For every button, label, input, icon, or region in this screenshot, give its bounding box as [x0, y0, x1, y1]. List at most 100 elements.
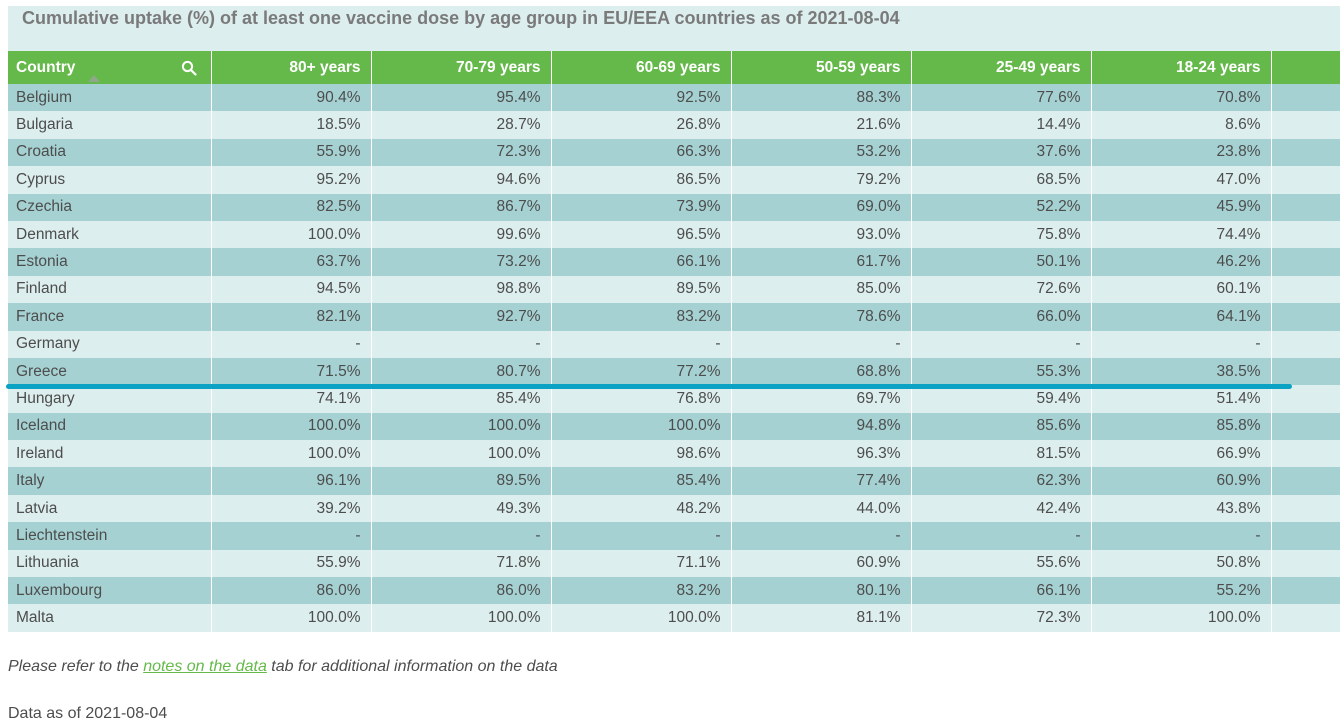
column-header-18-24[interactable]: 18-24 years	[1091, 51, 1272, 84]
cell-value: 50.8%	[1091, 549, 1272, 578]
table-row: Bulgaria 18.5% 28.7% 26.8% 21.6% 14.4% 8.6%	[8, 111, 1340, 139]
cell-value: 86.0%	[371, 577, 552, 605]
cell-country: Croatia	[8, 138, 212, 167]
cell-value: 66.3%	[551, 138, 732, 167]
cell-value: 80.7%	[371, 357, 552, 386]
cell-spacer	[1271, 220, 1340, 249]
cell-value: 100.0%	[1091, 604, 1272, 632]
cell-value: 100.0%	[371, 412, 552, 441]
cell-value: 89.5%	[371, 467, 552, 495]
cell-value: 21.6%	[731, 111, 912, 139]
table-row: Luxembourg 86.0% 86.0% 83.2% 80.1% 66.1% 55.2%	[8, 577, 1340, 605]
cell-value: 18.5%	[211, 111, 372, 139]
cell-spacer	[1271, 193, 1340, 221]
cell-country: Germany	[8, 330, 212, 358]
cell-value: 90.4%	[211, 84, 372, 112]
cell-spacer	[1271, 138, 1340, 167]
cell-value: 77.4%	[731, 467, 912, 495]
cell-value: 45.9%	[1091, 193, 1272, 221]
cell-value: -	[551, 330, 732, 358]
table-row: Czechia 82.5% 86.7% 73.9% 69.0% 52.2% 45.9%	[8, 193, 1340, 221]
cell-value: 39.2%	[211, 494, 372, 523]
cell-value: 95.4%	[371, 84, 552, 112]
cell-spacer	[1271, 357, 1340, 386]
column-header-70-79[interactable]: 70-79 years	[371, 51, 552, 84]
column-header-50-59[interactable]: 50-59 years	[731, 51, 912, 84]
sort-ascending-icon[interactable]	[88, 75, 100, 82]
cell-value: -	[911, 330, 1092, 358]
cell-value: 89.5%	[551, 275, 732, 304]
cell-value: 60.9%	[731, 549, 912, 578]
table-row: Italy 96.1% 89.5% 85.4% 77.4% 62.3% 60.9%	[8, 467, 1340, 495]
cell-value: 38.5%	[1091, 357, 1272, 386]
cell-value: 74.1%	[211, 385, 372, 413]
search-icon[interactable]	[181, 60, 197, 76]
cell-value: 83.2%	[551, 303, 732, 331]
cell-value: -	[911, 522, 1092, 550]
column-header-25-49[interactable]: 25-49 years	[911, 51, 1092, 84]
cell-value: 92.7%	[371, 303, 552, 331]
table-row: Liechtenstein - - - - - -	[8, 522, 1340, 550]
cell-value: 100.0%	[211, 220, 372, 249]
cell-value: 26.8%	[551, 111, 732, 139]
cell-value: -	[371, 522, 552, 550]
notes-suffix: tab for additional information on the da…	[266, 658, 558, 675]
cell-value: 60.1%	[1091, 275, 1272, 304]
cell-country: Bulgaria	[8, 111, 212, 139]
cell-value: 14.4%	[911, 111, 1092, 139]
table-row: Germany - - - - - -	[8, 330, 1340, 358]
table-row: Greece 71.5% 80.7% 77.2% 68.8% 55.3% 38.5%	[8, 357, 1340, 386]
cell-country: Italy	[8, 467, 212, 495]
cell-country: Finland	[8, 275, 212, 304]
cell-spacer	[1271, 577, 1340, 605]
table-row: Denmark 100.0% 99.6% 96.5% 93.0% 75.8% 74.4%	[8, 220, 1340, 249]
cell-value: 78.6%	[731, 303, 912, 331]
notes-on-data-link[interactable]: notes on the data	[143, 658, 267, 675]
cell-value: 47.0%	[1091, 166, 1272, 194]
cell-value: 94.8%	[731, 412, 912, 441]
cell-value: 23.8%	[1091, 138, 1272, 167]
cell-country: Iceland	[8, 412, 212, 441]
cell-value: -	[211, 522, 372, 550]
table-row: Lithuania 55.9% 71.8% 71.1% 60.9% 55.6% 50.8%	[8, 549, 1340, 578]
cell-value: 55.3%	[911, 357, 1092, 386]
cell-value: 100.0%	[371, 604, 552, 632]
cell-value: 100.0%	[551, 604, 732, 632]
cell-value: 52.2%	[911, 193, 1092, 221]
cell-value: 28.7%	[371, 111, 552, 139]
column-header-80-plus[interactable]: 80+ years	[211, 51, 372, 84]
cell-value: 53.2%	[731, 138, 912, 167]
cell-spacer	[1271, 248, 1340, 276]
cell-value: -	[1091, 330, 1272, 358]
cell-value: 49.3%	[371, 494, 552, 523]
table-row: Ireland 100.0% 100.0% 98.6% 96.3% 81.5% 66.9%	[8, 440, 1340, 468]
cell-value: 88.3%	[731, 84, 912, 112]
cell-value: 85.0%	[731, 275, 912, 304]
header-row: Country 80+ years 70-79 years 60-69 year…	[8, 51, 1340, 84]
cell-value: 55.9%	[211, 138, 372, 167]
cell-country: Hungary	[8, 385, 212, 413]
column-header-country[interactable]: Country	[8, 51, 212, 84]
cell-value: 51.4%	[1091, 385, 1272, 413]
cell-country: Liechtenstein	[8, 522, 212, 550]
cell-value: 55.9%	[211, 549, 372, 578]
cell-country: Malta	[8, 604, 212, 632]
cell-value: 68.5%	[911, 166, 1092, 194]
table-row: Cyprus 95.2% 94.6% 86.5% 79.2% 68.5% 47.0%	[8, 166, 1340, 194]
table-body: Belgium 90.4% 95.4% 92.5% 88.3% 77.6% 70.8% Bul…	[8, 84, 1340, 632]
uptake-table: Country 80+ years 70-79 years 60-69 year…	[8, 51, 1340, 632]
cell-value: 62.3%	[911, 467, 1092, 495]
cell-value: 46.2%	[1091, 248, 1272, 276]
cell-value: 70.8%	[1091, 84, 1272, 112]
cell-value: 82.1%	[211, 303, 372, 331]
cell-value: 98.8%	[371, 275, 552, 304]
cell-value: 96.3%	[731, 440, 912, 468]
cell-value: 74.4%	[1091, 220, 1272, 249]
cell-value: 72.3%	[371, 138, 552, 167]
cell-value: 94.5%	[211, 275, 372, 304]
notes-text: Please refer to the notes on the data ta…	[8, 658, 558, 676]
cell-value: 98.6%	[551, 440, 732, 468]
cell-value: 86.5%	[551, 166, 732, 194]
column-header-60-69[interactable]: 60-69 years	[551, 51, 732, 84]
cell-country: Luxembourg	[8, 577, 212, 605]
